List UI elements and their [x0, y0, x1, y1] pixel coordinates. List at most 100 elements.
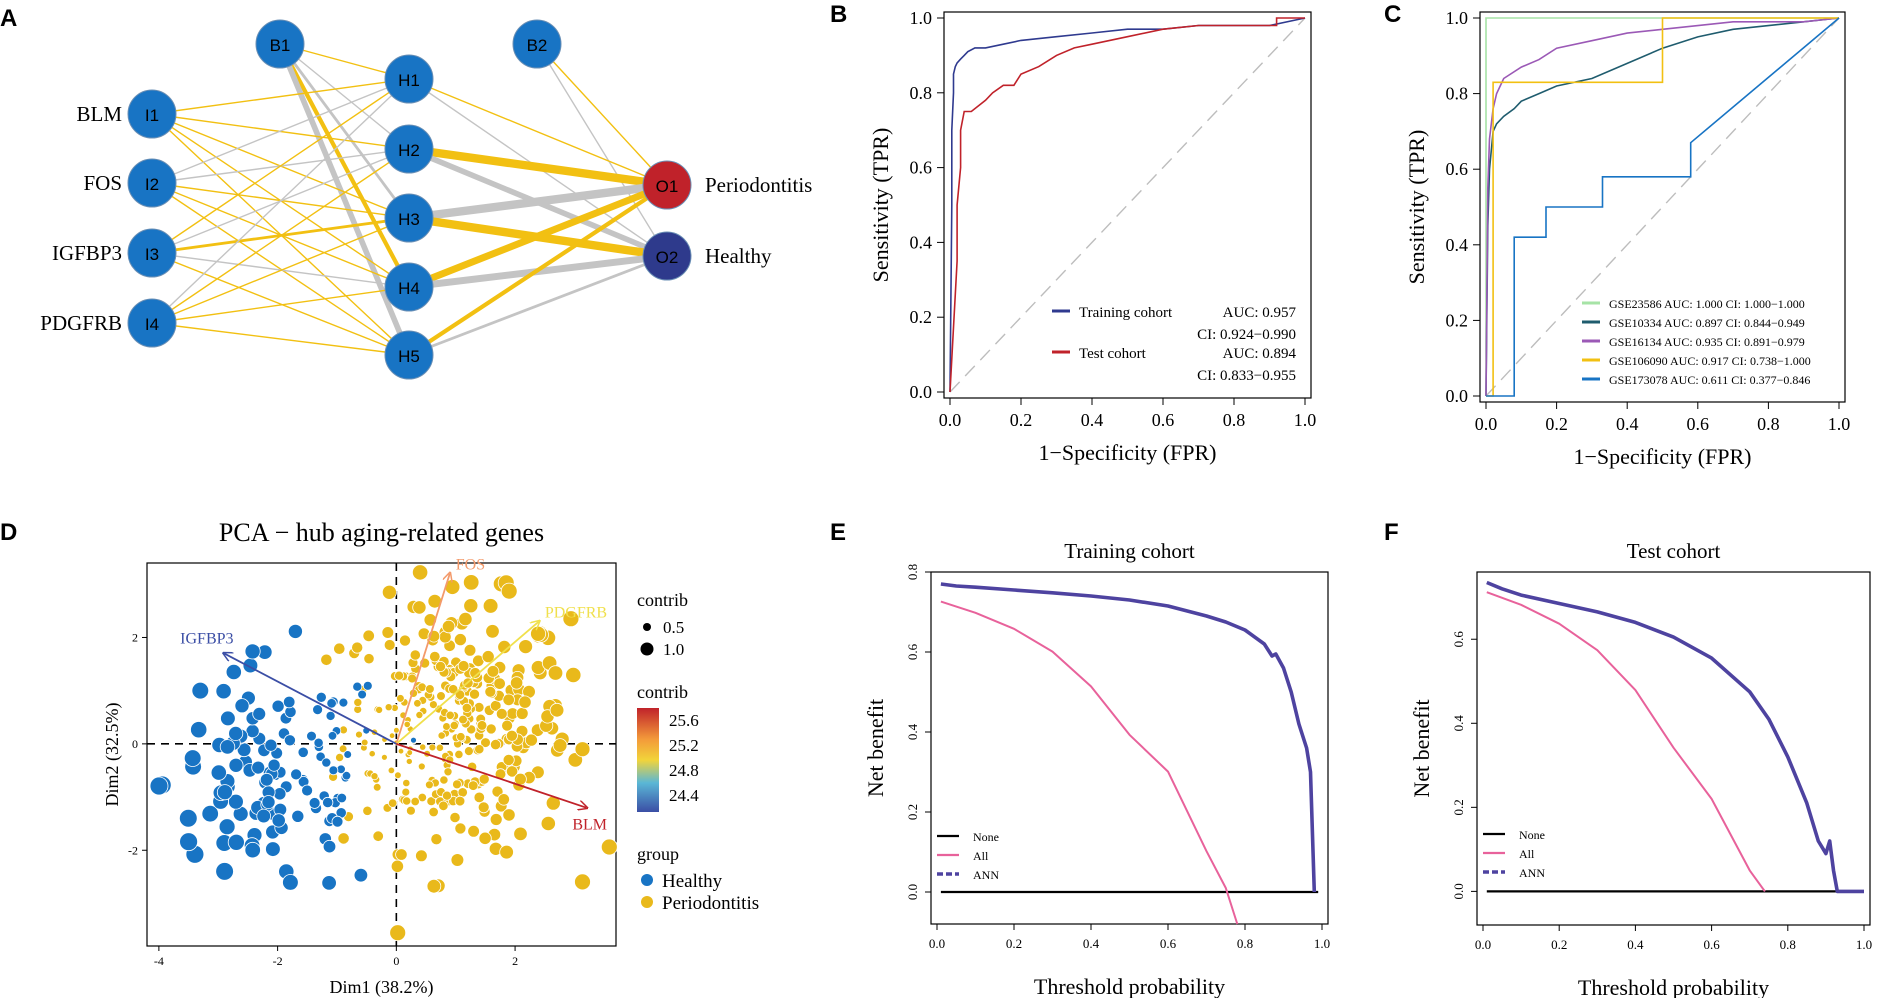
legend-auc-training-cohort: AUC: 0.957: [1223, 305, 1297, 321]
y-tick-label: 0.4: [905, 723, 920, 740]
point-healthy: [312, 704, 324, 715]
edge-i2-h1: [151, 78, 410, 184]
plot-frame: [1476, 571, 1871, 926]
loading-arrow-pdgfrb: [395, 622, 538, 745]
point-periodontitis: [474, 744, 485, 755]
plot-frame: [1479, 11, 1846, 403]
y-tick-label: 0: [132, 737, 138, 751]
legend-size-dot: [643, 623, 651, 631]
point-healthy: [191, 681, 210, 700]
point-healthy: [219, 739, 236, 755]
point-periodontitis: [405, 757, 413, 765]
point-periodontitis: [485, 624, 500, 639]
point-periodontitis: [574, 741, 591, 758]
node-i2: I2: [127, 158, 177, 208]
point-periodontitis: [419, 743, 427, 751]
node-id-o1: O1: [656, 177, 679, 196]
y-tick-label: 0.0: [1446, 386, 1469, 406]
edge-i3-h1: [151, 78, 410, 254]
x-tick-label: 0.0: [1475, 414, 1498, 434]
point-healthy: [264, 738, 278, 752]
curve-ann: [940, 582, 1317, 893]
point-healthy: [362, 680, 373, 691]
point-periodontitis: [410, 796, 420, 807]
point-periodontitis: [443, 767, 453, 777]
point-periodontitis: [370, 772, 379, 781]
y-axis-label: Net benefit: [1409, 699, 1434, 797]
colorbar-tick-label: 25.6: [669, 711, 699, 730]
node-circle-h3: [384, 193, 434, 243]
network-edges: [150, 41, 672, 358]
point-periodontitis: [505, 765, 519, 778]
node-label-blm: BLM: [76, 102, 122, 126]
node-circle-i1: [127, 89, 177, 139]
point-healthy: [357, 689, 367, 700]
y-tick-label: 0.2: [1451, 799, 1466, 815]
roc-curve-test-cohort: [949, 17, 1305, 393]
edge-h1-o1: [408, 78, 668, 186]
edge-h3-o1: [404, 180, 672, 223]
point-periodontitis: [363, 653, 375, 665]
point-healthy: [179, 808, 198, 828]
x-tick-label: 0.4: [1083, 936, 1100, 951]
point-periodontitis: [338, 744, 348, 754]
point-periodontitis: [430, 833, 443, 846]
point-healthy: [201, 805, 219, 823]
point-periodontitis: [412, 600, 427, 615]
point-periodontitis: [552, 738, 568, 753]
point-periodontitis: [509, 676, 524, 690]
chart-title: Training cohort: [1064, 539, 1195, 563]
panel-label-b: B: [830, 1, 847, 28]
panel-label-c: C: [1384, 1, 1401, 28]
legend-auc-test-cohort: AUC: 0.894: [1223, 346, 1297, 362]
y-tick-label: 0.4: [910, 232, 933, 252]
point-healthy: [179, 832, 199, 852]
curve-ann: [1486, 580, 1864, 894]
point-healthy: [325, 710, 336, 721]
point-periodontitis: [549, 702, 565, 718]
point-healthy: [261, 795, 276, 810]
point-periodontitis: [518, 695, 532, 709]
edge-i4-h2: [151, 148, 410, 324]
point-periodontitis: [452, 779, 462, 790]
legend-entry-4: GSE173078 AUC: 0.611 CI: 0.377−0.846: [1609, 373, 1810, 387]
node-label-pdgfrb: PDGFRB: [40, 311, 122, 335]
point-periodontitis: [362, 629, 375, 643]
point-healthy: [321, 875, 337, 891]
point-periodontitis: [417, 682, 427, 692]
point-healthy: [326, 698, 337, 709]
node-circle-h5: [384, 330, 434, 380]
y-tick-label: 0.4: [1446, 235, 1469, 255]
y-tick-label: 0.0: [910, 382, 933, 402]
legend-group-dot-periodontitis: [641, 896, 653, 908]
y-tick-label: 0.6: [1451, 631, 1466, 648]
point-periodontitis: [457, 787, 468, 798]
point-periodontitis: [453, 633, 467, 647]
colorbar-tick-label: 24.4: [669, 786, 699, 805]
point-periodontitis: [456, 732, 466, 742]
point-healthy: [297, 746, 309, 758]
legend-label-all: All: [1519, 847, 1535, 861]
point-healthy: [227, 833, 245, 851]
point-periodontitis: [495, 708, 508, 720]
x-tick-label: 0.2: [1551, 937, 1567, 952]
legend-entry-2: GSE16134 AUC: 0.935 CI: 0.891−0.979: [1609, 335, 1805, 349]
point-periodontitis: [381, 626, 395, 639]
panel-c-roc: 0.0 0.0 0.2 0.2 0.4 0.4 0.6 0.6 0.8 0.8 1.0 1.0 1−Sp…: [1404, 8, 1850, 469]
point-healthy: [228, 757, 244, 773]
node-o1: O1: [642, 160, 692, 210]
point-periodontitis: [437, 731, 446, 740]
point-healthy: [331, 815, 344, 828]
point-periodontitis: [413, 699, 422, 708]
edge-i4-h5: [151, 322, 410, 356]
point-periodontitis: [387, 766, 396, 775]
point-periodontitis: [454, 795, 466, 807]
point-periodontitis: [362, 805, 373, 816]
point-periodontitis: [461, 702, 472, 714]
arrow-label-fos: FOS: [456, 557, 485, 574]
node-b2: B2: [512, 19, 562, 69]
panel-label-d: D: [0, 519, 17, 546]
point-periodontitis: [428, 743, 437, 752]
legend-size-title: contrib: [637, 590, 688, 610]
point-healthy: [220, 710, 236, 727]
